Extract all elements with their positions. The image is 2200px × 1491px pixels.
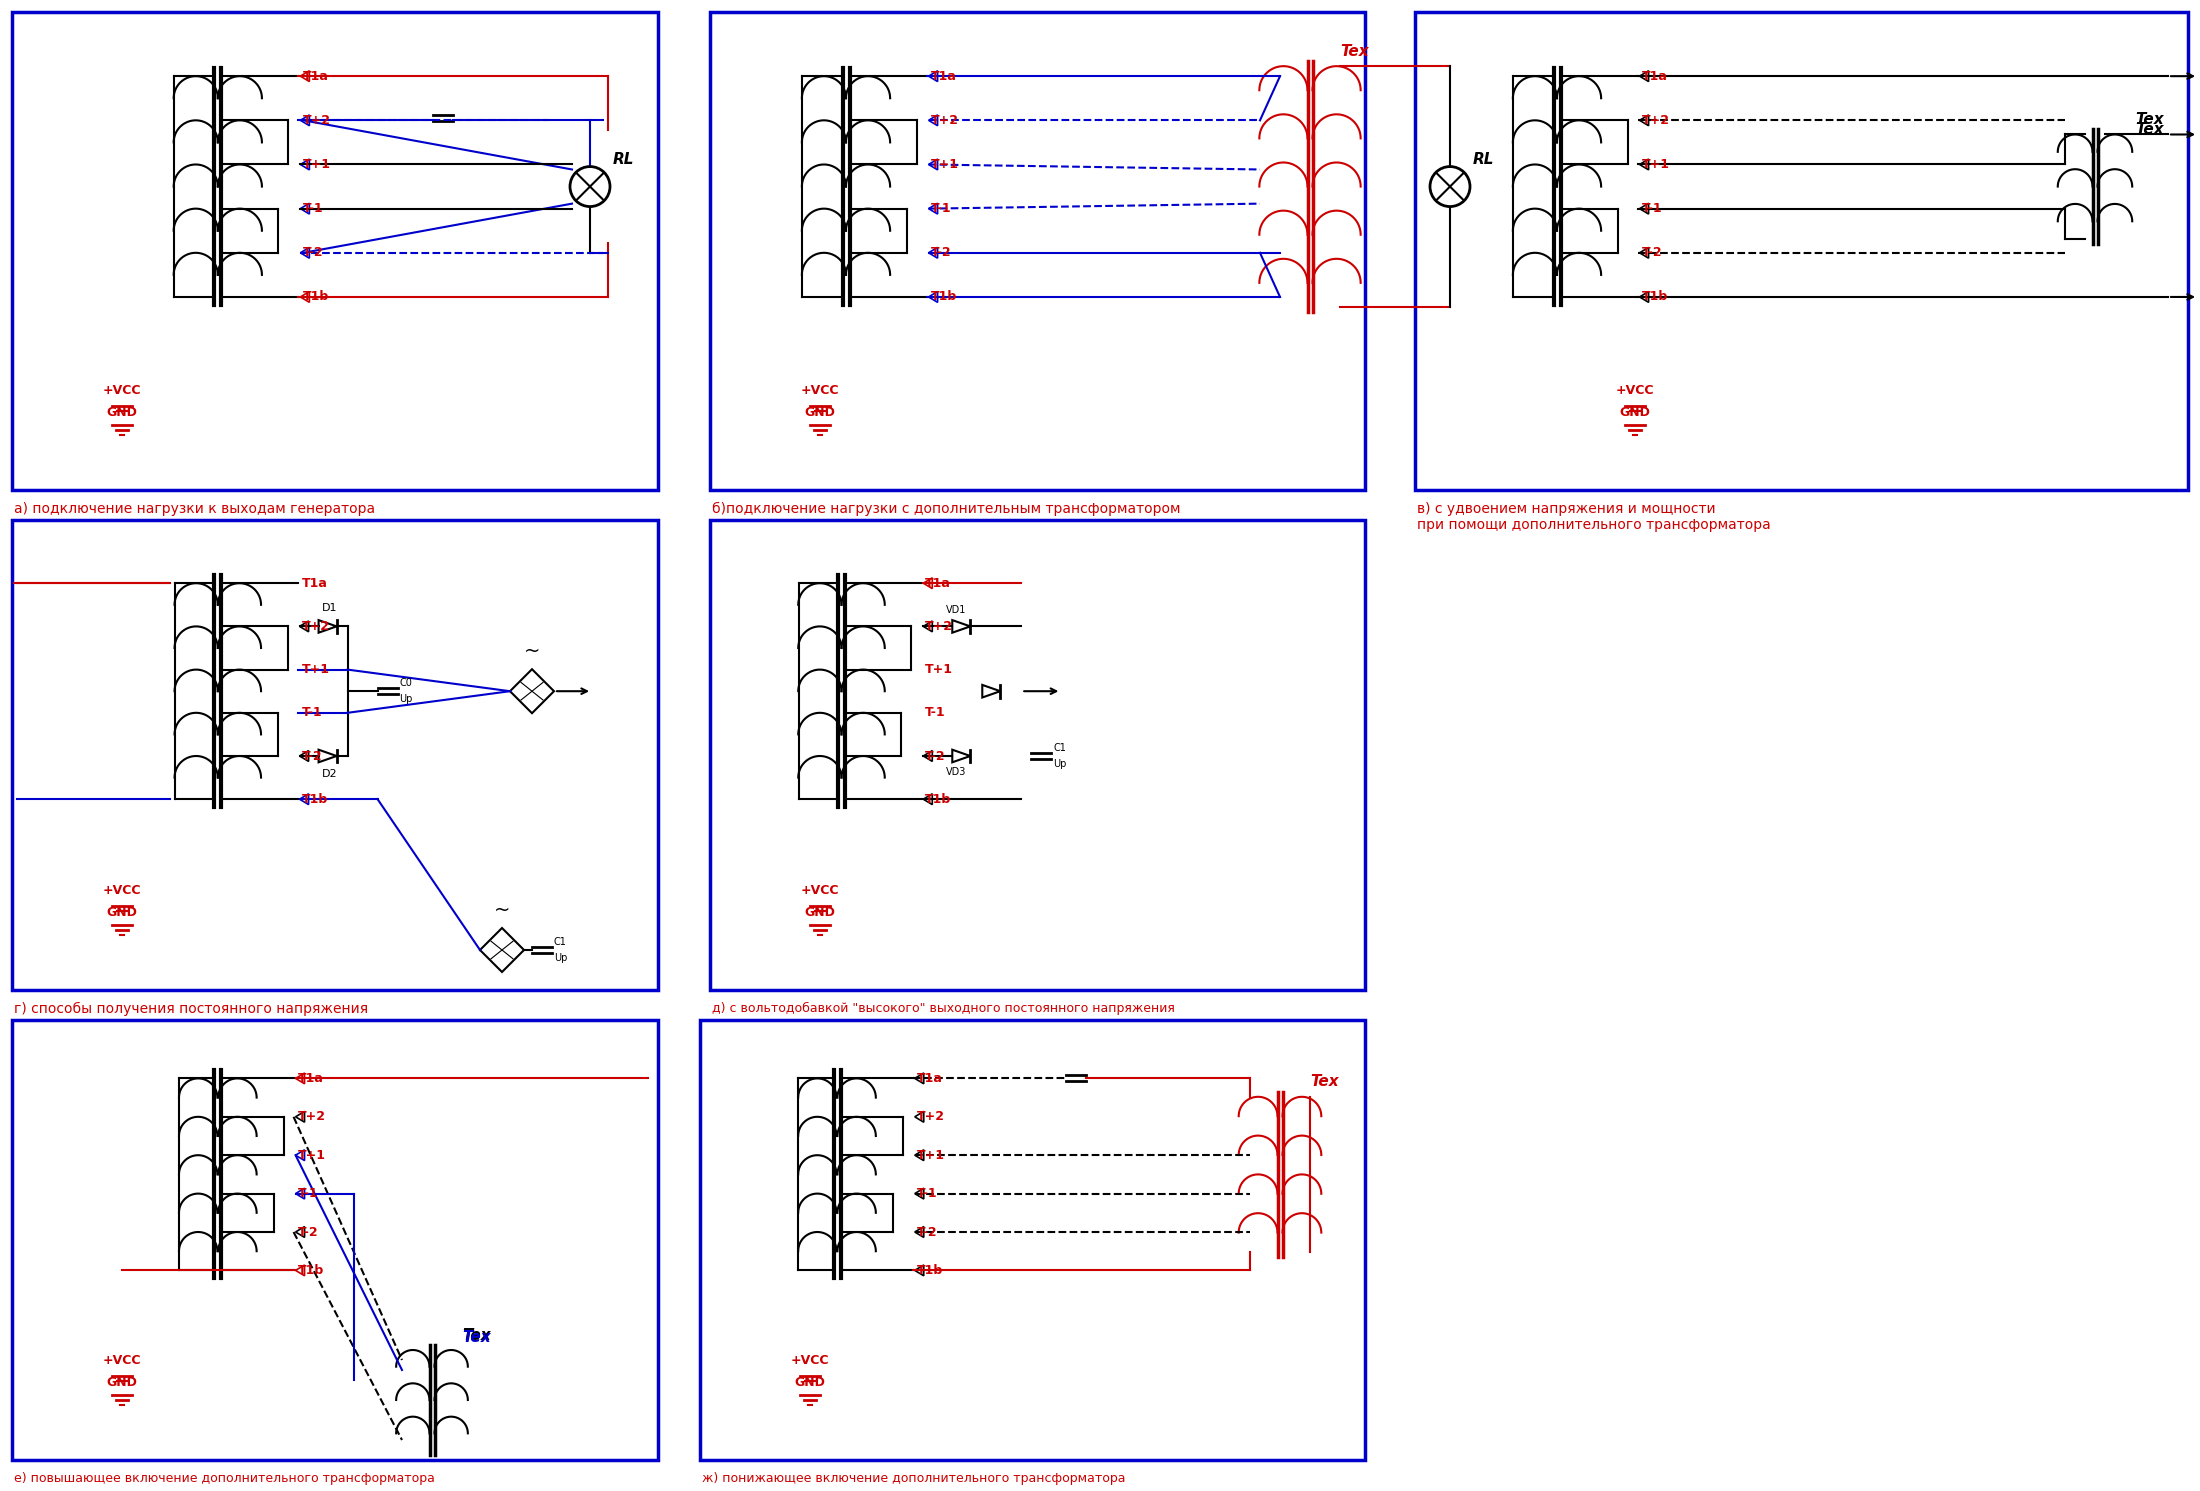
- Text: T1b: T1b: [301, 793, 328, 805]
- Bar: [11, 520, 658, 990]
- Text: GND: GND: [106, 1376, 136, 1388]
- Text: а) подключение нагрузки к выходам генератора: а) подключение нагрузки к выходам генера…: [13, 502, 376, 516]
- Bar: [11, 1020, 658, 1460]
- Text: ~: ~: [493, 901, 510, 920]
- Bar: [711, 12, 1364, 491]
- Text: T+1: T+1: [301, 663, 330, 675]
- Text: б)подключение нагрузки с дополнительным трансформатором: б)подключение нагрузки с дополнительным …: [713, 502, 1181, 516]
- Text: T+2: T+2: [301, 620, 330, 632]
- Text: T-2: T-2: [301, 750, 321, 762]
- Text: T1a: T1a: [297, 1072, 323, 1085]
- Text: T1a: T1a: [1641, 70, 1668, 82]
- Text: Up: Up: [1054, 759, 1067, 769]
- Bar: [700, 1020, 1364, 1460]
- Text: T1b: T1b: [1641, 291, 1668, 304]
- Text: T-1: T-1: [297, 1187, 319, 1200]
- Text: д) с вольтодобавкой "высокого" выходного постоянного напряжения: д) с вольтодобавкой "высокого" выходного…: [713, 1002, 1175, 1015]
- Text: ~: ~: [524, 641, 541, 661]
- Text: T+1: T+1: [297, 1148, 326, 1161]
- Text: D1: D1: [321, 604, 337, 613]
- Text: T-2: T-2: [917, 1226, 937, 1239]
- Text: Up: Up: [554, 953, 568, 963]
- Text: Up: Up: [400, 695, 414, 704]
- Text: T-2: T-2: [297, 1226, 319, 1239]
- Text: T1b: T1b: [297, 1264, 323, 1276]
- Text: Tex: Tex: [2134, 112, 2163, 127]
- Text: T-1: T-1: [917, 1187, 937, 1200]
- Text: GND: GND: [794, 1376, 825, 1388]
- Text: T1a: T1a: [301, 70, 328, 82]
- Text: +VCC: +VCC: [103, 383, 141, 397]
- Text: Tex: Tex: [1309, 1075, 1338, 1090]
- Text: T-2: T-2: [926, 750, 946, 762]
- Text: GND: GND: [805, 406, 836, 419]
- Bar: [711, 520, 1364, 990]
- Text: T1b: T1b: [926, 793, 953, 805]
- Text: T+2: T+2: [931, 113, 959, 127]
- Text: T+2: T+2: [301, 113, 330, 127]
- Text: е) повышающее включение дополнительного трансформатора: е) повышающее включение дополнительного …: [13, 1472, 436, 1485]
- Text: ж) понижающее включение дополнительного трансформатора: ж) понижающее включение дополнительного …: [702, 1472, 1126, 1485]
- Text: T+2: T+2: [917, 1111, 944, 1123]
- Text: C1: C1: [1054, 743, 1067, 753]
- Bar: [1415, 12, 2189, 491]
- Bar: [11, 12, 658, 491]
- Text: Tex: Tex: [462, 1330, 491, 1345]
- Text: T+2: T+2: [1641, 113, 1670, 127]
- Text: Tex: Tex: [2134, 122, 2163, 137]
- Text: C1: C1: [554, 936, 568, 947]
- Text: T1a: T1a: [931, 70, 957, 82]
- Text: +VCC: +VCC: [103, 1354, 141, 1366]
- Text: VD3: VD3: [946, 766, 966, 777]
- Text: GND: GND: [1619, 406, 1650, 419]
- Text: T-1: T-1: [1641, 203, 1663, 215]
- Text: T+1: T+1: [931, 158, 959, 171]
- Text: T-1: T-1: [931, 203, 950, 215]
- Text: T+1: T+1: [1641, 158, 1670, 171]
- Text: T-2: T-2: [1641, 246, 1663, 259]
- Text: T1b: T1b: [931, 291, 957, 304]
- Text: T-1: T-1: [301, 203, 323, 215]
- Text: T1b: T1b: [301, 291, 328, 304]
- Text: +VCC: +VCC: [103, 884, 141, 896]
- Text: T1a: T1a: [301, 577, 328, 590]
- Text: T1a: T1a: [917, 1072, 942, 1085]
- Text: Tex: Tex: [462, 1327, 491, 1342]
- Text: в) с удвоением напряжения и мощности
при помощи дополнительного трансформатора: в) с удвоением напряжения и мощности при…: [1417, 502, 1771, 532]
- Text: T-2: T-2: [931, 246, 950, 259]
- Text: Tex: Tex: [1340, 43, 1368, 58]
- Text: T-2: T-2: [301, 246, 323, 259]
- Text: GND: GND: [106, 406, 136, 419]
- Text: C0: C0: [400, 678, 411, 689]
- Text: D2: D2: [321, 769, 337, 778]
- Text: T+2: T+2: [926, 620, 953, 632]
- Text: RL: RL: [1474, 152, 1494, 167]
- Text: T1a: T1a: [926, 577, 950, 590]
- Text: T1b: T1b: [917, 1264, 944, 1276]
- Text: RL: RL: [614, 152, 634, 167]
- Text: VD1: VD1: [946, 605, 966, 616]
- Text: T+1: T+1: [301, 158, 330, 171]
- Text: +VCC: +VCC: [790, 1354, 829, 1366]
- Text: +VCC: +VCC: [1615, 383, 1654, 397]
- Text: T-1: T-1: [301, 707, 321, 719]
- Text: GND: GND: [805, 905, 836, 918]
- Text: +VCC: +VCC: [801, 884, 838, 896]
- Text: T+1: T+1: [917, 1148, 944, 1161]
- Text: GND: GND: [106, 905, 136, 918]
- Text: T+1: T+1: [926, 663, 953, 675]
- Text: T+2: T+2: [297, 1111, 326, 1123]
- Text: +VCC: +VCC: [801, 383, 838, 397]
- Text: г) способы получения постоянного напряжения: г) способы получения постоянного напряже…: [13, 1002, 367, 1015]
- Text: T-1: T-1: [926, 707, 946, 719]
